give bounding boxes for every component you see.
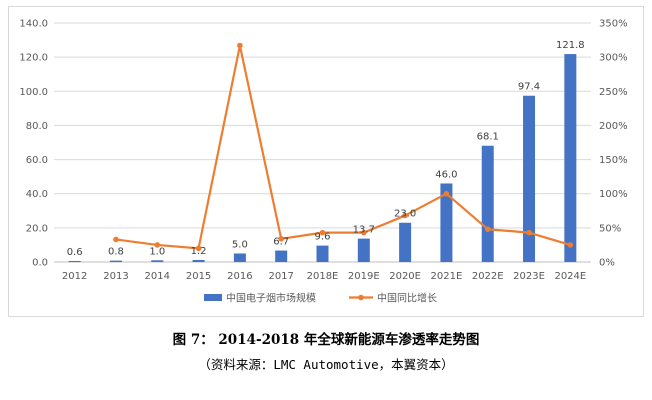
x-tick-label: 2016: [227, 271, 252, 282]
growth-point: [484, 226, 491, 233]
bar-data-label: 46.0: [435, 169, 457, 180]
y-left-tick-label: 120.0: [19, 53, 48, 64]
grid-lines: [54, 22, 591, 263]
axes: 0.0 20.0 40.0 60.0 80.0 100.0 120.0 140.0 0% 50% 1…: [19, 19, 627, 283]
bar: [275, 250, 288, 262]
y-right-tick-label: 150%: [599, 155, 628, 166]
legend-line-marker: [358, 294, 364, 301]
x-tick-label: 2020E: [389, 271, 421, 282]
bar-data-label: 0.6: [67, 247, 83, 258]
growth-point: [319, 229, 326, 236]
x-tick-label: 2018E: [307, 271, 339, 282]
x-tick-label: 2017: [268, 271, 293, 282]
bar: [564, 54, 577, 262]
data-labels: 0.6 0.8 1.0 1.2 5.0 6.7 9.6 13.7 23.0 46.0 68.1 97.…: [67, 40, 585, 258]
growth-point: [443, 190, 450, 197]
y-right-tick-label: 0%: [599, 258, 615, 269]
y-left-tick-label: 100.0: [19, 87, 48, 98]
bar: [316, 245, 329, 262]
y-left-tick-label: 20.0: [26, 223, 48, 234]
bar-data-label: 0.8: [108, 247, 124, 258]
bar: [233, 253, 246, 262]
x-tick-label: 2023E: [513, 271, 545, 282]
x-tick-label: 2012: [62, 271, 87, 282]
legend-bar-label: 中国电子烟市场规模: [226, 292, 316, 305]
y-left-tick-label: 60.0: [26, 155, 48, 166]
chart-frame: 0.6 0.8 1.0 1.2 5.0 6.7 9.6 13.7 23.0 46.0 68.1 97.…: [8, 6, 644, 317]
bar-data-label: 97.4: [518, 82, 540, 93]
x-tick-label: 2013: [103, 271, 128, 282]
growth-line: [115, 44, 571, 250]
y-right-tick-label: 250%: [599, 87, 628, 98]
bar: [68, 260, 81, 262]
bar-data-label: 1.2: [191, 246, 207, 257]
x-tick-label: 2022E: [472, 271, 504, 282]
x-tick-label: 2014: [145, 271, 170, 282]
legend-line-label: 中国同比增长: [377, 292, 437, 305]
y-right-tick-label: 350%: [599, 19, 628, 30]
bar-data-label: 5.0: [232, 239, 248, 250]
y-left-tick-label: 140.0: [19, 19, 48, 30]
x-tick-label: 2021E: [431, 271, 463, 282]
bar-data-label: 1.0: [149, 246, 165, 257]
y-right-tick-label: 100%: [599, 189, 628, 200]
growth-point: [526, 229, 532, 236]
x-tick-label: 2019E: [348, 271, 380, 282]
growth-point: [402, 212, 408, 219]
growth-point: [237, 42, 243, 49]
bar: [151, 260, 164, 262]
growth-point: [278, 235, 284, 242]
y-right-tick-label: 300%: [599, 53, 628, 64]
growth-point: [195, 245, 202, 252]
y-right-tick-label: 50%: [599, 223, 621, 234]
bar-data-label: 23.0: [394, 209, 416, 220]
bar-data-label: 6.7: [273, 237, 289, 248]
bar-series: [68, 54, 577, 262]
bar-data-label: 68.1: [477, 132, 499, 143]
legend: 中国电子烟市场规模 中国同比增长: [204, 292, 437, 305]
growth-point: [567, 242, 574, 248]
y-left-tick-label: 0.0: [32, 258, 48, 269]
y-right-tick-label: 200%: [599, 121, 628, 132]
bar-data-label: 9.6: [315, 232, 331, 243]
bar: [109, 260, 122, 262]
bar: [357, 238, 370, 262]
bar-data-label: 13.7: [353, 225, 375, 236]
bar: [399, 222, 412, 262]
combo-chart: 0.6 0.8 1.0 1.2 5.0 6.7 9.6 13.7 23.0 46.0 68.1 97.…: [19, 19, 627, 305]
growth-point: [361, 229, 367, 236]
y-left-tick-label: 40.0: [26, 189, 48, 200]
figure-caption: 图 7： 2014-2018 年全球新能源车渗透率走势图: [172, 332, 480, 348]
line-series: [113, 42, 574, 252]
y-left-tick-label: 80.0: [26, 121, 48, 132]
x-tick-label: 2015: [186, 271, 211, 282]
x-tick-label: 2024E: [554, 271, 586, 282]
bar: [481, 145, 494, 262]
growth-point: [113, 236, 119, 243]
bar: [440, 183, 453, 262]
bar: [523, 95, 536, 262]
bar: [192, 259, 205, 262]
growth-point: [154, 242, 161, 248]
bar-data-label: 121.8: [556, 40, 585, 51]
legend-bar-swatch: [204, 294, 222, 301]
figure-source: （资料来源：LMC Automotive，本翼资本）: [198, 357, 454, 372]
